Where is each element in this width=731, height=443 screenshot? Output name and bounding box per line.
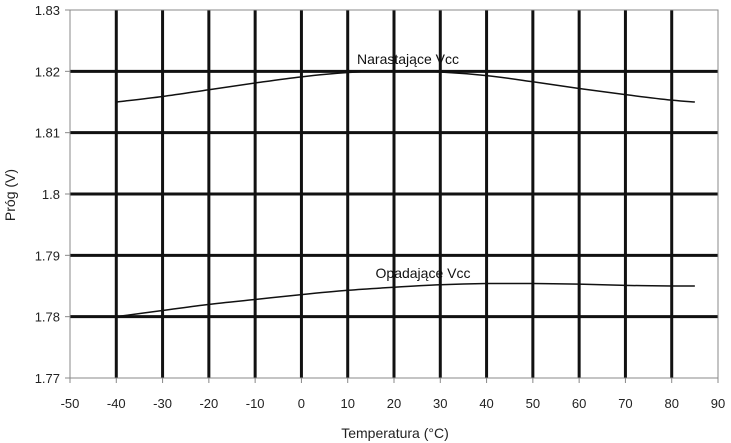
x-tick-label-4: -10 <box>246 396 265 411</box>
x-tick-label-5: 0 <box>298 396 305 411</box>
series-line-1 <box>116 282 695 318</box>
y-tick-label-0: 1.77 <box>35 371 60 386</box>
y-tick-label-3: 1.8 <box>42 187 60 202</box>
series-label-1: Opadające Vcc <box>376 265 471 281</box>
x-tick-label-7: 20 <box>387 396 401 411</box>
x-tick-label-9: 40 <box>479 396 493 411</box>
x-tick-label-6: 10 <box>340 396 354 411</box>
y-tick-label-2: 1.79 <box>35 248 60 263</box>
x-tick-label-12: 70 <box>618 396 632 411</box>
x-tick-label-14: 90 <box>711 396 725 411</box>
y-tick-label-4: 1.81 <box>35 126 60 141</box>
x-tick-label-2: -30 <box>153 396 172 411</box>
series-lines <box>116 69 695 318</box>
x-tick-label-11: 60 <box>572 396 586 411</box>
series-label-0: Narastające Vcc <box>357 51 459 67</box>
y-axis-title: Próg (V) <box>2 169 18 221</box>
x-tick-label-8: 30 <box>433 396 447 411</box>
x-axis-ticks: -50 -40 -30 -20 -10 0 10 20 30 40 50 60 70 80 90 <box>61 378 725 411</box>
y-tick-label-1: 1.78 <box>35 310 60 325</box>
x-tick-label-13: 80 <box>664 396 678 411</box>
x-axis-title: Temperatura (°C) <box>341 425 449 441</box>
x-tick-label-10: 50 <box>526 396 540 411</box>
x-tick-label-0: -50 <box>61 396 80 411</box>
series-line-0 <box>116 69 695 103</box>
series-labels: Narastające Vcc Opadające Vcc <box>357 51 470 281</box>
y-axis-ticks: 1.77 1.78 1.79 1.8 1.81 1.82 1.83 <box>35 3 70 386</box>
y-tick-label-5: 1.82 <box>35 64 60 79</box>
y-tick-label-6: 1.83 <box>35 3 60 18</box>
x-tick-label-3: -20 <box>199 396 218 411</box>
x-tick-label-1: -40 <box>107 396 126 411</box>
